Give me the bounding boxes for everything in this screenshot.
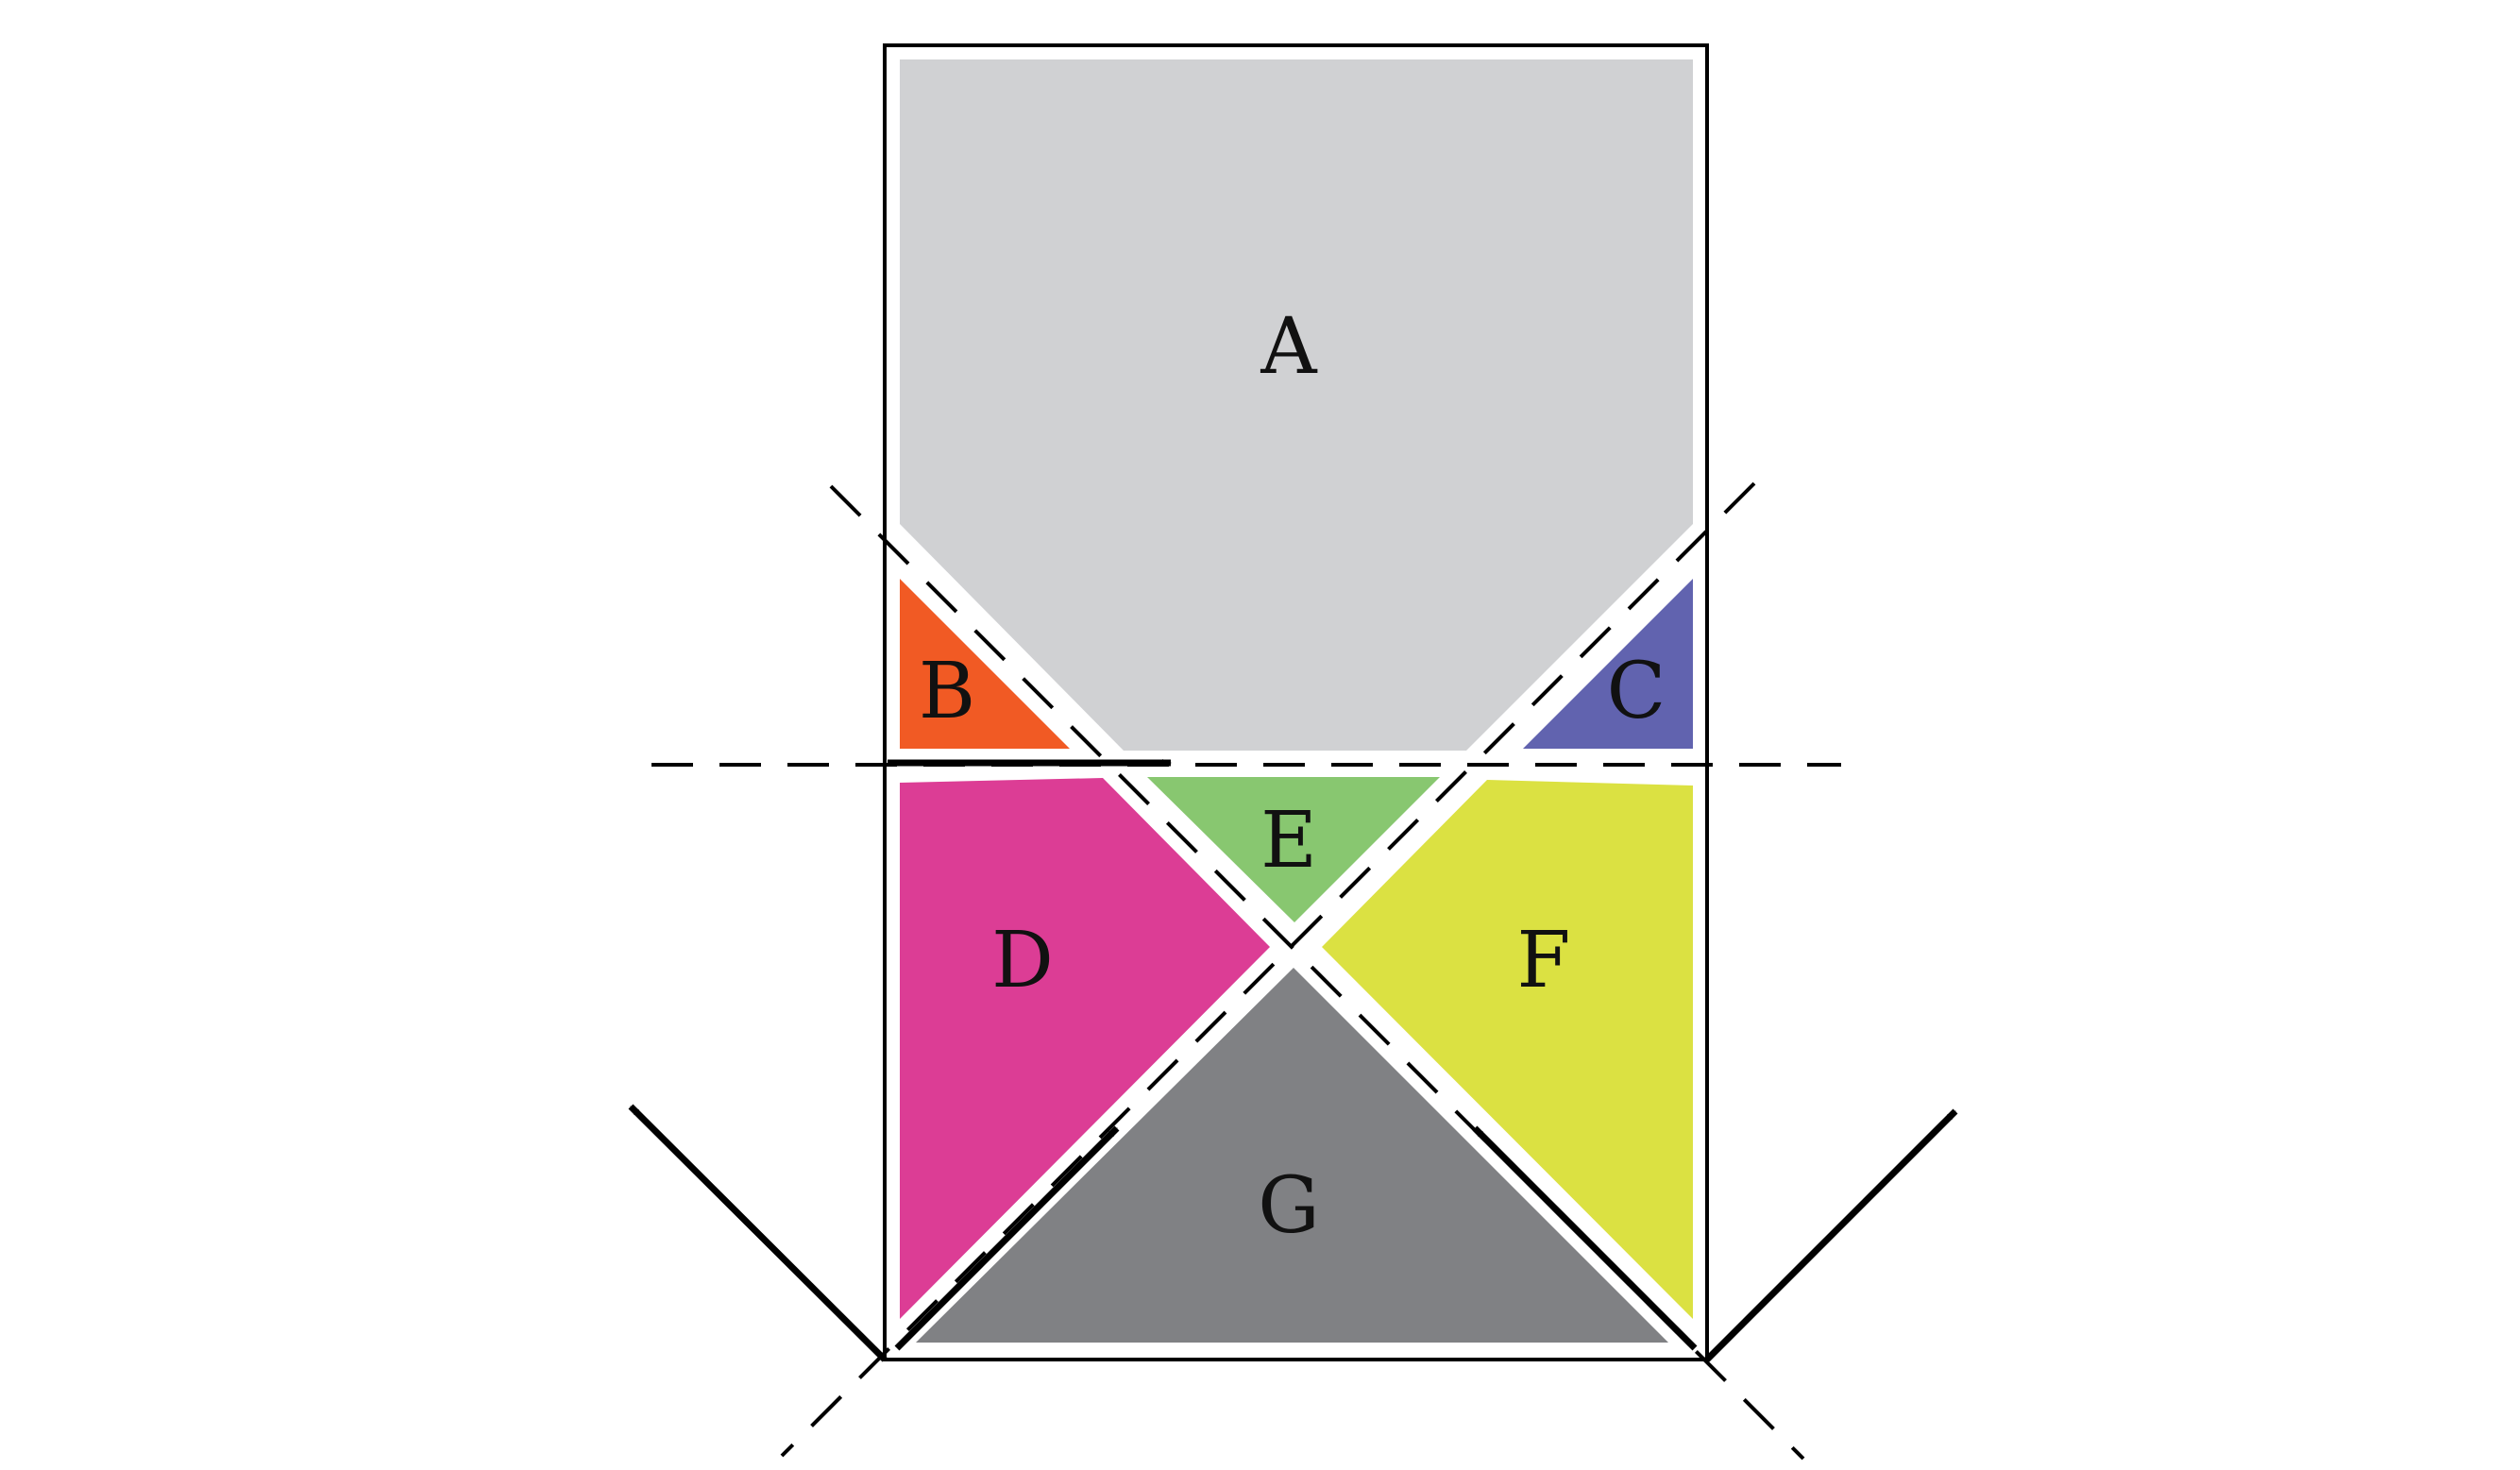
arrow-right-inner-up (1472, 1125, 1698, 1351)
arrows (628, 759, 1958, 1362)
label-f: F (1517, 916, 1571, 1005)
arrow-right-outward (1704, 1108, 1958, 1362)
label-d: D (991, 916, 1054, 1005)
dashed-diagonal-down-line (829, 484, 1805, 1461)
region-c (1523, 579, 1693, 749)
label-c: C (1607, 647, 1666, 736)
region-f (1322, 780, 1693, 1319)
arrow-left-inner-up (894, 1125, 1120, 1351)
label-e: E (1260, 796, 1317, 886)
label-b: B (919, 647, 975, 736)
region-d (900, 778, 1270, 1319)
region-b (900, 579, 1070, 749)
region-a (900, 59, 1693, 751)
region-g (916, 968, 1668, 1343)
label-a: A (1260, 302, 1318, 392)
region-e (1147, 777, 1440, 922)
dashed-lines (651, 482, 1841, 1461)
arrow-left-outward (628, 1104, 888, 1362)
outer-frame (883, 43, 1709, 1361)
dashed-diagonal-up-line (780, 482, 1756, 1458)
label-g: G (1258, 1161, 1320, 1251)
